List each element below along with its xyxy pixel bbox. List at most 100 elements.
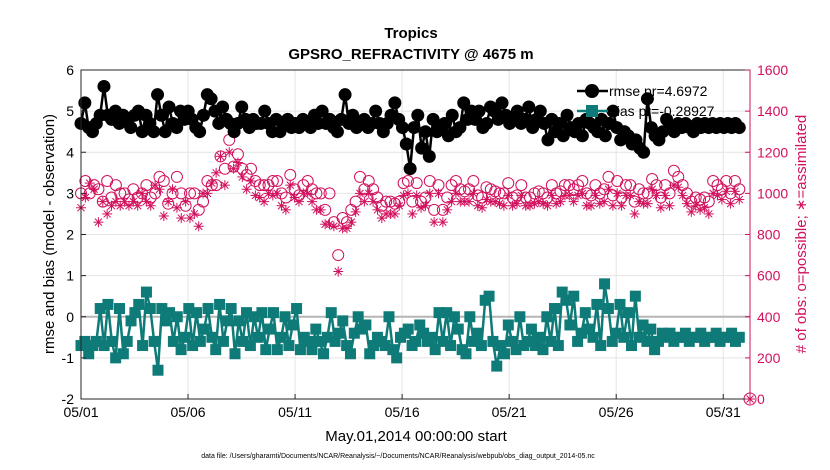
- bias-point: [279, 311, 291, 323]
- possible-point: [576, 175, 589, 188]
- y-left-tick-label: 5: [66, 103, 74, 119]
- bias-point: [110, 352, 122, 364]
- assimilated-point-stroke: [600, 197, 609, 206]
- bias-point: [679, 327, 691, 339]
- bias-point: [468, 335, 480, 347]
- bias-point: [560, 294, 572, 306]
- bias-point: [337, 315, 349, 327]
- rmse-point: [415, 141, 429, 155]
- bias-point: [283, 340, 295, 352]
- rmse-point: [445, 108, 459, 122]
- assimilated-point-stroke: [395, 201, 404, 210]
- assimilated-point-stroke: [203, 189, 212, 198]
- assimilated-point-stroke: [670, 181, 678, 190]
- assimilated-point: [119, 196, 130, 207]
- bias-point: [537, 344, 549, 356]
- bias-point: [217, 335, 229, 347]
- bias-point: [306, 344, 318, 356]
- assimilated-point: [259, 196, 270, 207]
- bias-point: [583, 323, 595, 335]
- bias-point: [310, 323, 322, 335]
- assimilated-point-stroke: [500, 201, 508, 210]
- possible-point: [619, 179, 632, 192]
- assimilated-point: [215, 151, 226, 162]
- bias-point: [202, 303, 214, 315]
- assimilated-point: [721, 186, 732, 197]
- assimilated-series: [76, 147, 755, 404]
- assimilated-point-stroke: [159, 212, 168, 220]
- bias-point: [710, 327, 722, 339]
- assimilated-point-stroke: [308, 197, 316, 206]
- bias-point: [329, 335, 341, 347]
- assimilated-point-stroke: [282, 205, 290, 214]
- assimilated-point: [703, 208, 714, 219]
- rmse-point: [560, 108, 574, 122]
- assimilated-point-stroke: [635, 197, 643, 206]
- assimilated-point-stroke: [260, 197, 268, 206]
- assimilated-point-stroke: [504, 191, 513, 200]
- assimilated-point-stroke: [683, 199, 691, 208]
- assimilated-point-stroke: [591, 191, 600, 200]
- rmse-point: [640, 92, 654, 106]
- possible-point: [336, 212, 349, 225]
- rmse-point: [472, 104, 486, 118]
- assimilated-point: [490, 196, 501, 207]
- bias-point: [333, 327, 345, 339]
- assimilated-point-stroke: [726, 199, 735, 208]
- bias-point: [525, 323, 537, 335]
- possible-point: [702, 195, 715, 208]
- assimilated-point-stroke: [704, 210, 713, 218]
- bias-point: [206, 331, 218, 343]
- bias-point: [364, 348, 376, 360]
- possible-point: [253, 179, 266, 192]
- bias-point: [179, 331, 191, 343]
- x-axis-label: May.01,2014 00:00:00 start: [325, 428, 507, 445]
- y-right-tick-label: 800: [757, 227, 781, 243]
- assimilated-point-stroke: [735, 195, 744, 204]
- assimilated-point-stroke: [482, 195, 491, 204]
- assimilated-point: [477, 202, 488, 213]
- rmse-point: [598, 129, 612, 143]
- bias-point: [522, 335, 534, 347]
- rmse-point: [147, 125, 161, 139]
- bias-point: [133, 298, 145, 310]
- bias-point: [425, 331, 437, 343]
- possible-point: [733, 183, 746, 196]
- rmse-point: [395, 121, 409, 135]
- bias-point: [148, 335, 160, 347]
- bias-point: [402, 323, 414, 335]
- assimilated-point: [237, 171, 248, 182]
- rmse-point: [258, 104, 272, 118]
- possible-point: [166, 187, 179, 200]
- bias-point: [637, 319, 649, 331]
- bias-point: [464, 311, 476, 323]
- assimilated-point-stroke: [168, 185, 177, 194]
- x-tick-label: 05/01: [63, 404, 98, 420]
- assimilated-point-stroke: [330, 222, 338, 231]
- bias-point: [606, 335, 618, 347]
- assimilated-point: [93, 217, 104, 228]
- chart-subtitle: GPSRO_REFRACTIVITY @ 4675 m: [288, 46, 533, 63]
- bias-point: [344, 348, 356, 360]
- bias-point: [510, 344, 522, 356]
- bias-point: [241, 307, 253, 319]
- assimilated-point: [729, 186, 740, 197]
- rmse-point: [330, 125, 344, 139]
- assimilated-point-stroke: [713, 191, 722, 200]
- y-right-tick-label: 600: [757, 268, 781, 284]
- assimilated-point-stroke: [212, 168, 221, 177]
- rmse-point: [216, 100, 230, 114]
- rmse-point: [438, 116, 452, 130]
- rmse-point: [510, 104, 524, 118]
- possible-point: [122, 193, 135, 206]
- possible-point: [218, 162, 231, 175]
- bias-point: [733, 331, 745, 343]
- bias-point: [198, 323, 210, 335]
- assimilated-point: [511, 198, 522, 209]
- bias-point: [541, 311, 553, 323]
- rmse-point: [158, 125, 172, 139]
- bias-point: [414, 319, 426, 331]
- bias-point: [568, 290, 580, 302]
- assimilated-point-stroke: [687, 208, 696, 216]
- rmse-point: [457, 96, 471, 110]
